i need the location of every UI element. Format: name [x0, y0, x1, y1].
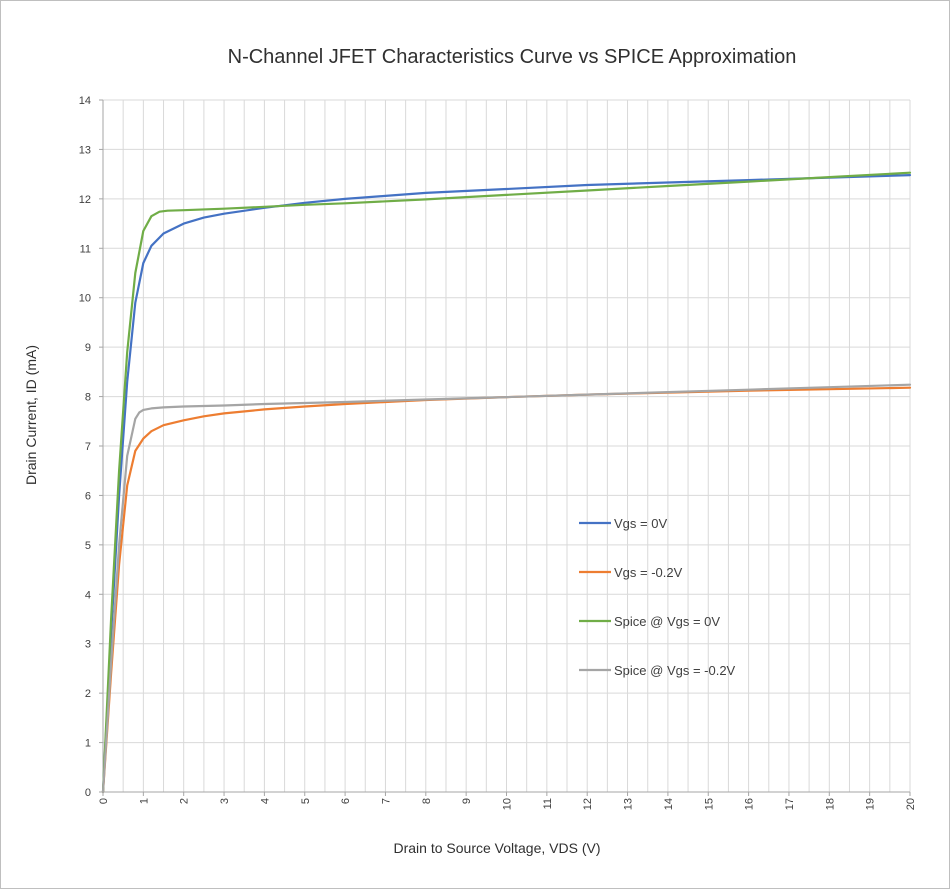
- y-tick-label: 3: [85, 639, 91, 651]
- legend-label: Vgs = 0V: [614, 516, 667, 531]
- x-tick-label: 1: [138, 798, 150, 804]
- x-tick-label: 13: [623, 798, 635, 810]
- series-line-3: [101, 171, 912, 794]
- y-tick-label: 5: [85, 540, 91, 552]
- x-tick-label: 11: [542, 798, 554, 809]
- legend-label: Spice @ Vgs = 0V: [614, 614, 720, 629]
- y-tick-label: 11: [80, 243, 91, 255]
- x-tick-label: 10: [502, 798, 514, 810]
- x-tick-label: 17: [784, 798, 796, 810]
- y-tick-label: 9: [85, 342, 91, 354]
- x-tick-label: 18: [824, 798, 836, 810]
- y-tick-label: 2: [85, 688, 91, 700]
- x-tick-label: 9: [461, 798, 473, 804]
- x-axis-title: Drain to Source Voltage, VDS (V): [394, 840, 601, 856]
- y-tick-label: 4: [85, 589, 91, 601]
- x-tick-label: 7: [380, 798, 392, 804]
- series-line-4: [101, 383, 912, 794]
- x-tick-label: 16: [744, 798, 756, 810]
- chart-title: N-Channel JFET Characteristics Curve vs …: [228, 46, 797, 68]
- x-tick-label: 0: [98, 798, 110, 804]
- x-tick-label: 20: [905, 798, 917, 810]
- x-tick-label: 8: [421, 798, 433, 804]
- y-tick-label: 12: [79, 194, 91, 206]
- y-tick-label: 1: [85, 738, 91, 750]
- y-tick-label: 6: [85, 490, 91, 502]
- y-tick-label: 14: [79, 95, 91, 107]
- legend-label: Vgs = -0.2V: [614, 565, 683, 580]
- series-line-1: [101, 174, 912, 794]
- y-tick-label: 0: [85, 787, 91, 799]
- y-tick-label: 8: [85, 392, 91, 404]
- x-tick-label: 3: [219, 798, 231, 804]
- x-tick-label: 6: [340, 798, 352, 804]
- series-layer: [101, 171, 912, 794]
- x-tick-label: 5: [300, 798, 312, 804]
- y-tick-label: 7: [85, 441, 91, 453]
- x-tick-label: 14: [663, 798, 675, 810]
- legend: Vgs = 0V Vgs = -0.2V Spice @ Vgs = 0V Spice…: [579, 516, 736, 678]
- legend-label: Spice @ Vgs = -0.2V: [614, 663, 736, 678]
- y-tick-label: 10: [79, 293, 91, 305]
- x-tick-label: 2: [179, 798, 191, 804]
- x-tick-label: 19: [865, 798, 877, 810]
- y-axis-title: Drain Current, ID (mA): [23, 345, 39, 485]
- x-tick-label: 4: [259, 798, 271, 804]
- x-tick-label: 15: [703, 798, 715, 810]
- grid-layer: [103, 99, 911, 792]
- y-tick-label: 13: [79, 144, 91, 156]
- x-tick-label: 12: [582, 798, 594, 810]
